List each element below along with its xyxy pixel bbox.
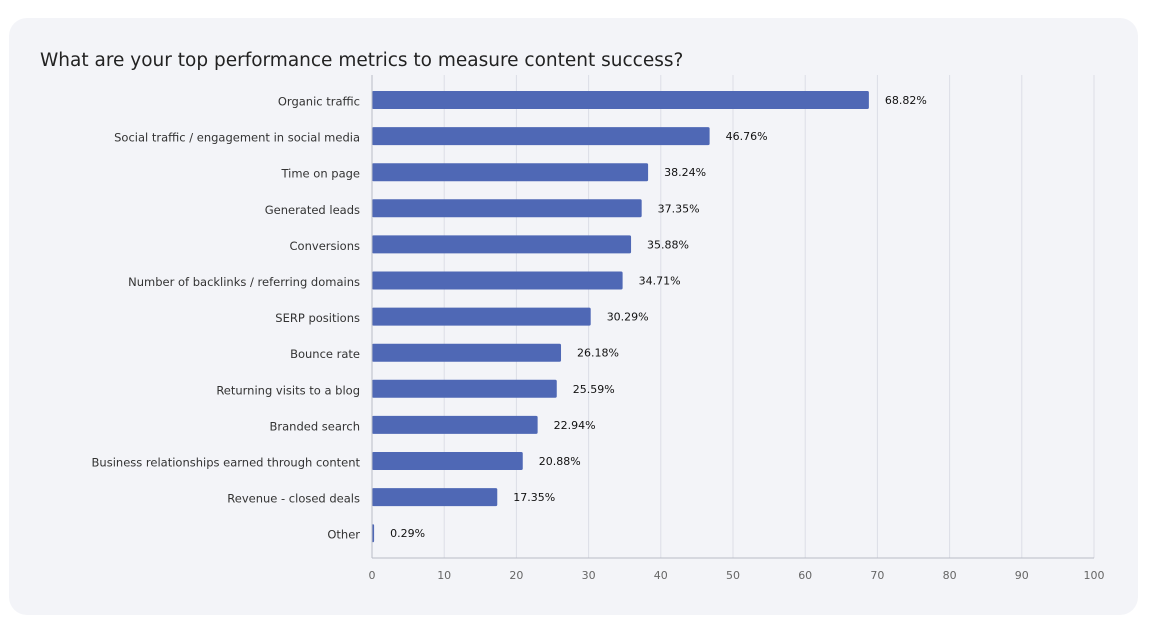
category-labels: Organic traffic Social traffic / engageme… [92,95,361,542]
category-label: SERP positions [275,311,360,325]
bar [372,235,632,254]
bar [372,343,562,362]
x-tick-label: 10 [437,569,451,582]
data-label: 68.82% [885,94,927,107]
bar [372,415,538,434]
x-tick-label: 0 [369,569,376,582]
x-tick-label: 80 [943,569,957,582]
data-label: 37.35% [658,202,700,215]
category-label: Organic traffic [278,95,360,109]
chart-title: What are your top performance metrics to… [40,50,684,71]
bar [372,91,869,109]
data-label: 17.35% [513,491,555,504]
category-label: Branded search [270,419,360,433]
data-label: 25.59% [573,383,615,396]
data-label: 22.94% [554,419,596,432]
category-label: Bounce rate [290,347,360,361]
category-label: Generated leads [265,203,360,217]
data-label: 0.29% [390,527,425,540]
data-label: 34.71% [639,275,681,288]
x-tick-label: 60 [798,569,812,582]
x-tick-label: 20 [509,569,523,582]
bar [372,524,375,543]
bar [372,488,498,507]
bar [372,199,642,218]
data-label: 46.76% [726,130,768,143]
x-tick-label: 50 [726,569,740,582]
bars [372,91,869,543]
category-label: Time on page [280,167,360,181]
x-tick-label: 30 [582,569,596,582]
category-label: Other [327,528,360,542]
category-label: Business relationships earned through co… [92,456,361,470]
x-tick-label: 70 [870,569,884,582]
bar [372,163,649,182]
bar [372,307,591,326]
category-label: Returning visits to a blog [216,383,360,397]
category-label: Conversions [290,239,360,253]
value-labels: 68.82% 46.76% 38.24% 37.35% 35.88% 34.71% 30.2… [390,94,927,540]
data-label: 20.88% [539,455,581,468]
data-label: 35.88% [647,238,689,251]
x-axis: 0 10 20 30 40 50 60 70 80 90 100 [369,75,1105,582]
data-label: 38.24% [664,166,706,179]
bar [372,452,523,470]
x-tick-label: 90 [1015,569,1029,582]
x-tick-label: 40 [654,569,668,582]
data-label: 30.29% [607,311,649,324]
bar [372,379,557,398]
x-tick-label: 100 [1084,569,1105,582]
bar [372,271,623,290]
bar [372,127,710,146]
category-label: Social traffic / engagement in social me… [114,131,360,145]
data-label: 26.18% [577,347,619,360]
category-label: Number of backlinks / referring domains [128,275,360,289]
category-label: Revenue - closed deals [227,492,360,506]
